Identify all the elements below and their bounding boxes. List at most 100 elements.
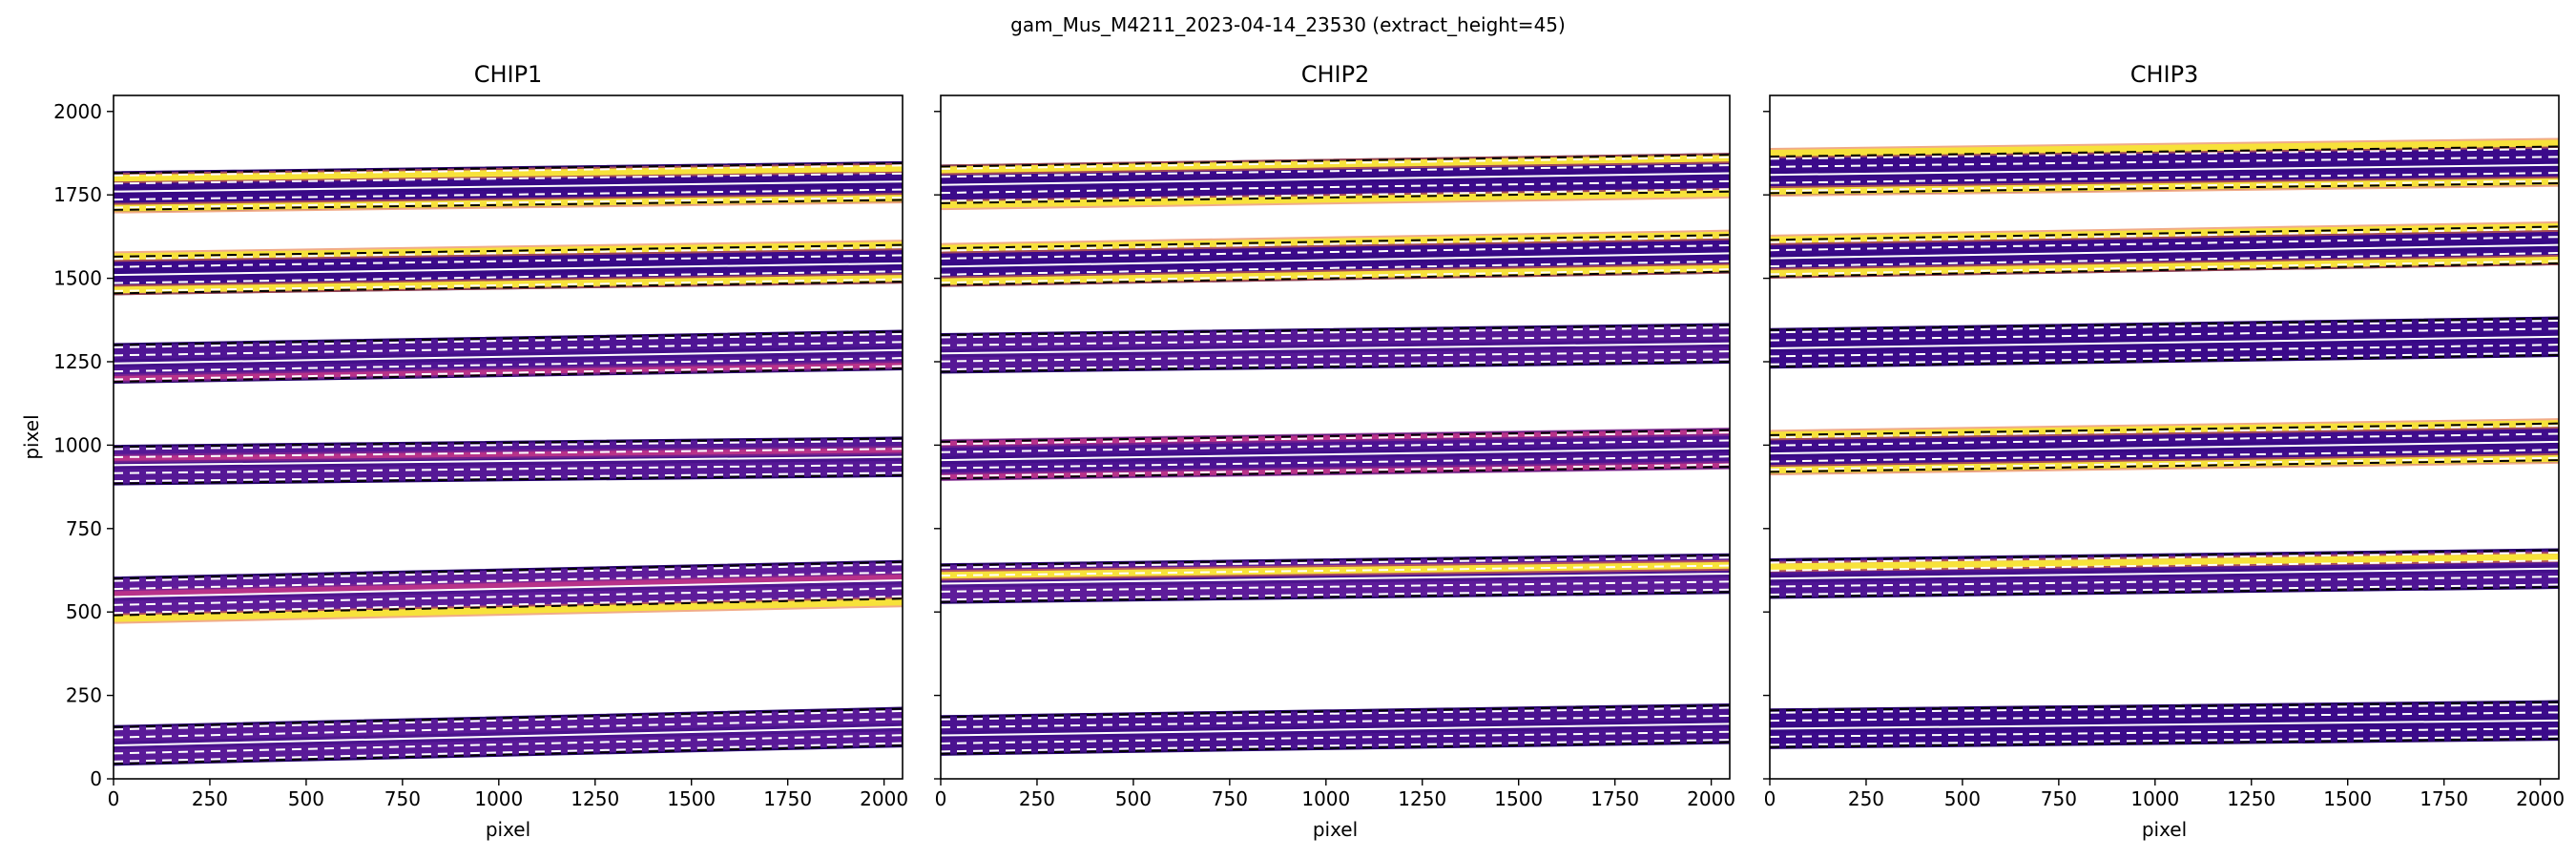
y-tick-label: 500 [66,600,102,623]
extraction-line [941,739,1730,753]
extraction-line [941,439,1730,453]
order-edge-line [941,591,1730,603]
extraction-line [114,710,903,731]
x-tick-label: 1500 [667,787,716,810]
extraction-line [114,332,903,348]
echelle-order [1770,700,2559,749]
extraction-line [941,252,1730,268]
extraction-line [1770,576,2559,588]
extraction-line [941,564,1730,577]
extraction-line [1770,719,2559,730]
extraction-line [1770,147,2559,160]
echelle-order [114,160,903,214]
extraction-line [1770,735,2559,746]
extraction-line [114,172,903,185]
extraction-line [941,156,1730,170]
extraction-line [1770,327,2559,342]
order-edge-line [941,360,1730,373]
extraction-line [114,357,903,373]
echelle-order [1770,220,2559,279]
extraction-line [114,587,903,606]
y-tick-label: 0 [90,767,102,790]
extraction-line [941,188,1730,202]
order-edge-line [941,429,1730,443]
extraction-line [941,334,1730,346]
x-tick-label: 1750 [1590,787,1639,810]
spectral-line [114,448,903,461]
echelle-order [1770,137,2559,198]
y-tick-label: 1750 [53,183,102,206]
extraction-line [1770,583,2559,597]
extraction-line [114,578,903,598]
echelle-order [941,153,1730,211]
y-tick-label: 250 [66,684,102,707]
extraction-line [114,742,903,763]
x-axis-label: pixel [2142,818,2187,841]
x-tick-label: 2000 [2516,787,2565,810]
extraction-line [1770,456,2559,471]
x-tick-label: 500 [1115,787,1152,810]
order-edge-line [1770,585,2559,598]
axes-frame [1769,94,2560,780]
echelle-order [114,559,903,624]
spectral-line [1770,139,2559,157]
x-tick-label: 750 [1212,787,1248,810]
order-edge-line [1770,181,2559,195]
extraction-line [114,595,903,615]
order-edge-line [1770,422,2559,436]
x-tick-label: 250 [1848,787,1884,810]
extraction-line [941,714,1730,729]
spectral-line [1770,554,2559,571]
extraction-line [941,243,1730,260]
order-edge-line [1770,145,2559,157]
extraction-line [941,572,1730,585]
x-tick-label: 1000 [2130,787,2179,810]
echelle-order [114,436,903,486]
extraction-line [114,718,903,739]
order-edge-line [1770,738,2559,748]
extraction-line [114,448,903,458]
panels: CHIP1 0 250 500 750 1000 1250 1500 1750 2000 pixel… [20,61,2565,841]
order-edge-line [941,324,1730,337]
order-edge-line [114,161,903,175]
order-edge-line [941,234,1730,250]
spectral-line [941,155,1730,174]
spectral-line [941,189,1730,209]
y-axis-label: pixel [20,414,43,459]
extraction-line [1770,172,2559,184]
extraction-line [1770,440,2559,455]
extraction-line [1770,711,2559,723]
x-tick-label: 500 [1944,787,1981,810]
order-edge-line [114,243,903,258]
order-edge-line [114,560,903,580]
x-tick-label: 1500 [1494,787,1543,810]
x-tick-label: 250 [1019,787,1055,810]
order-edge-line [1770,701,2559,712]
axes-frame [940,94,1731,780]
x-tick-label: 2000 [860,787,908,810]
y-tick-label: 2000 [53,100,102,123]
extraction-line [941,580,1730,593]
echelle-order [114,240,903,296]
extraction-line [1770,425,2559,439]
x-tick-label: 750 [384,787,421,810]
extraction-line [114,725,903,747]
x-tick-label: 0 [935,787,947,810]
echelle-order [114,706,903,766]
extraction-line [1770,351,2559,366]
axes-frame [113,94,904,780]
extraction-line [114,246,903,261]
extraction-line [1770,344,2559,358]
order-edge-line [941,270,1730,286]
x-tick-label: 250 [192,787,228,810]
spectral-line [941,264,1730,285]
order-edge-line [1770,225,2559,241]
order-edge-line [114,707,903,728]
extraction-line [1770,432,2559,447]
order-edge-line [941,554,1730,567]
echelle-order [1770,418,2559,476]
y-tick-label: 750 [66,517,102,540]
extraction-line [1770,179,2559,192]
plot-area [1770,137,2559,749]
